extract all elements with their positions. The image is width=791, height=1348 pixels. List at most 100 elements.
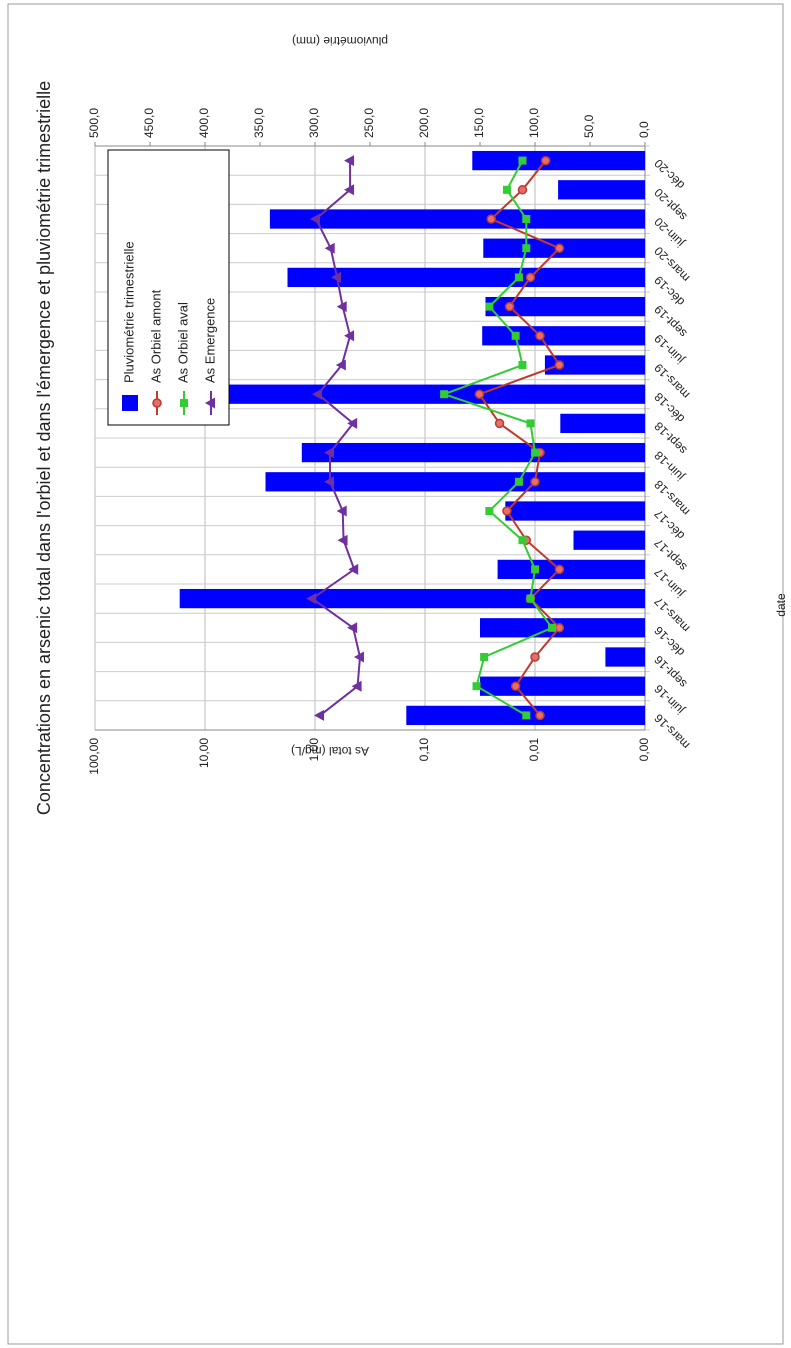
- marker: [309, 213, 320, 225]
- marker: [324, 447, 335, 459]
- marker: [530, 477, 540, 487]
- y2-tick-label: 50,0: [582, 114, 596, 138]
- bar: [287, 267, 645, 288]
- marker: [485, 507, 494, 515]
- y2-tick-label: 300,0: [307, 108, 321, 138]
- y2-tick-label: 400,0: [197, 108, 211, 138]
- marker: [531, 448, 539, 457]
- marker: [554, 243, 565, 253]
- y-axis-title: As total (mg/L): [291, 744, 369, 758]
- marker: [335, 359, 346, 371]
- marker: [518, 536, 527, 545]
- marker: [440, 390, 449, 399]
- marker: [548, 623, 557, 632]
- marker: [554, 623, 565, 633]
- marker: [535, 710, 545, 721]
- bar: [505, 501, 645, 521]
- chart-title: Concentrations en arsenic total dans l'o…: [34, 81, 54, 815]
- marker: [514, 477, 523, 486]
- marker: [510, 681, 521, 691]
- marker: [522, 215, 531, 223]
- marker: [526, 419, 535, 428]
- bar: [183, 384, 645, 404]
- y2-tick-label: 100,0: [527, 108, 541, 138]
- bar: [485, 296, 645, 317]
- marker: [474, 389, 485, 399]
- marker: [347, 417, 358, 429]
- bar: [472, 150, 645, 171]
- legend-marker: [205, 397, 215, 409]
- bar: [480, 676, 645, 696]
- marker: [494, 418, 505, 429]
- bar: [497, 559, 645, 580]
- marker: [504, 301, 515, 312]
- marker: [486, 214, 496, 224]
- bar: [560, 413, 645, 434]
- marker: [324, 242, 335, 254]
- marker: [540, 155, 551, 166]
- marker: [522, 711, 531, 720]
- marker: [526, 594, 535, 603]
- marker: [344, 184, 355, 196]
- bar: [482, 326, 646, 346]
- line: [441, 160, 554, 717]
- legend-label: As Orbiel aval: [175, 302, 190, 383]
- marker: [353, 651, 364, 663]
- bar: [544, 355, 646, 375]
- marker: [518, 361, 527, 369]
- bar: [605, 647, 646, 667]
- marker: [530, 652, 540, 662]
- legend-label: As Orbiel amont: [148, 289, 163, 383]
- marker: [337, 534, 348, 546]
- marker: [531, 565, 539, 574]
- legend-marker: [152, 398, 162, 408]
- y-tick-label: 0,01: [527, 738, 541, 762]
- bar: [269, 209, 645, 229]
- line: [477, 159, 562, 717]
- marker: [522, 244, 531, 253]
- marker: [514, 273, 523, 282]
- y-tick-label: 1,00: [307, 738, 321, 762]
- marker: [314, 709, 325, 721]
- marker: [511, 331, 520, 340]
- marker: [347, 622, 358, 634]
- bar: [558, 180, 645, 200]
- marker: [311, 388, 322, 400]
- y2-tick-label: 350,0: [252, 108, 266, 138]
- marker: [344, 155, 355, 167]
- bar: [179, 588, 645, 609]
- marker: [336, 505, 347, 517]
- legend-swatch: [122, 395, 138, 411]
- marker: [331, 271, 342, 283]
- marker: [480, 653, 489, 661]
- marker: [324, 476, 335, 488]
- bar: [573, 530, 645, 550]
- marker: [554, 360, 565, 370]
- y2-tick-label: 200,0: [417, 108, 431, 138]
- bar: [265, 472, 645, 492]
- y2-tick-label: 250,0: [362, 108, 376, 138]
- marker: [525, 272, 536, 283]
- y2-tick-label: 500,0: [87, 108, 101, 138]
- marker: [306, 593, 317, 605]
- legend-box: [107, 149, 230, 426]
- y-tick-label: 10,00: [197, 738, 211, 768]
- x-axis-title: date: [774, 593, 788, 617]
- marker: [535, 331, 545, 341]
- y2-axis-title: pluviométrie (mm): [292, 34, 388, 48]
- marker: [344, 330, 355, 342]
- y-tick-label: 0,10: [417, 738, 431, 762]
- marker: [348, 563, 359, 575]
- marker: [517, 185, 528, 195]
- y-tick-label: 100,00: [87, 738, 101, 775]
- line: [310, 160, 361, 717]
- marker: [502, 506, 512, 516]
- marker: [554, 564, 565, 575]
- legend-label: Pluviométrie trimestrielle: [121, 241, 136, 383]
- y-tick-label: 0,00: [637, 738, 651, 762]
- y2-tick-label: 0,0: [637, 121, 651, 138]
- marker: [336, 301, 347, 313]
- marker: [351, 680, 362, 692]
- bar: [301, 442, 645, 463]
